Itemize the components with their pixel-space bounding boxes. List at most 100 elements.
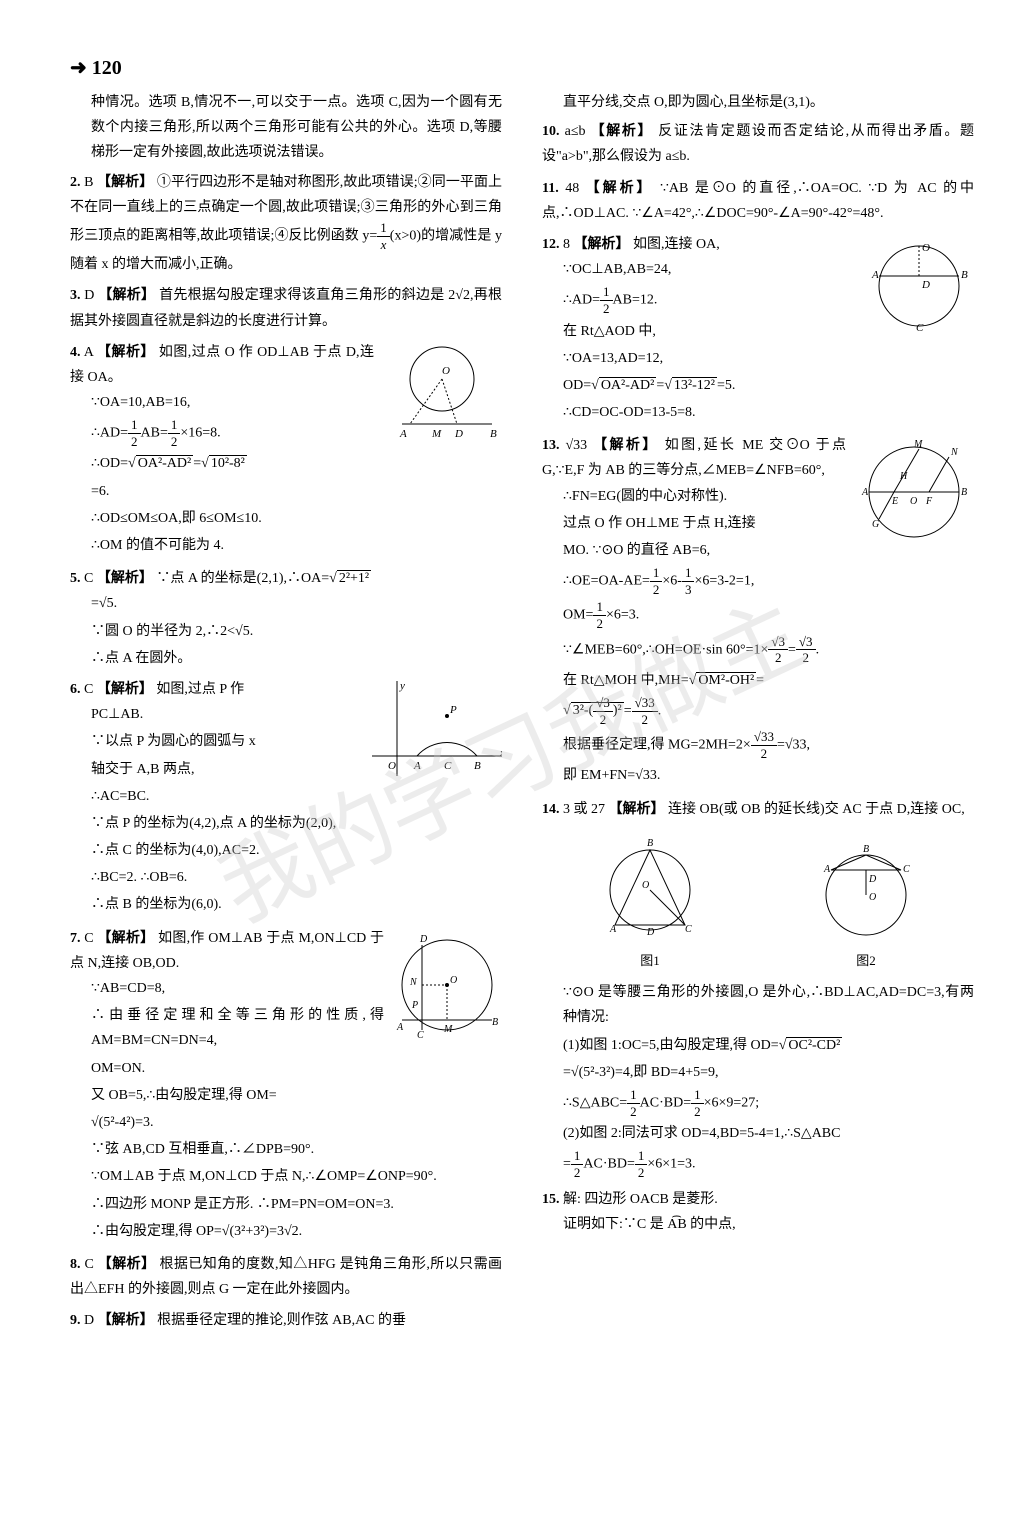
q12-diagram: O A D B C	[864, 236, 974, 331]
q8-label: 【解析】	[98, 1257, 156, 1272]
q12-f2a: ∴AD=	[563, 293, 600, 308]
sqrt-om-oh: OM²-OH²	[696, 672, 756, 688]
svg-text:A: A	[399, 428, 407, 440]
svg-text:M: M	[431, 428, 442, 440]
frac-1-x: 1x	[377, 220, 390, 252]
q5-answer: C	[84, 571, 93, 586]
sqrt-icon-3	[329, 571, 337, 586]
svg-text:N: N	[950, 447, 959, 458]
svg-text:C: C	[903, 864, 910, 875]
svg-text:P: P	[449, 704, 457, 716]
frac-half-6: 12	[627, 1087, 640, 1119]
q13-f4b: ×6-	[662, 574, 682, 589]
svg-text:D: D	[921, 279, 930, 291]
q7-diagram: D N P O A M B C	[392, 930, 502, 1040]
q15-number: 15.	[542, 1192, 560, 1207]
frac-half-5: 12	[593, 599, 606, 631]
svg-text:M: M	[913, 439, 923, 450]
svg-text:H: H	[899, 471, 908, 482]
q13-f9b: =√33,	[777, 737, 810, 752]
q9-number: 9.	[70, 1313, 81, 1328]
q6-line7: ∴BC=2. ∴OB=6.	[70, 865, 502, 890]
frac-third-1: 13	[682, 565, 695, 597]
frac-sqrt3-2b: √32	[796, 634, 816, 666]
q13-line4: ∴OE=OA-AE=12×6-13×6=3-2=1,	[542, 565, 974, 597]
q5-number: 5.	[70, 571, 81, 586]
svg-text:C: C	[417, 1030, 424, 1040]
q2-answer: B	[84, 175, 93, 190]
q13-line10: 即 EM+FN=√33.	[542, 763, 974, 788]
q13-f6b: =	[788, 642, 796, 657]
svg-text:B: B	[863, 844, 869, 855]
frac-sqrt33-2: √332	[632, 695, 658, 727]
sqrt-expr: 3²-(√32)²	[571, 702, 624, 718]
q13-line7: 在 Rt△MOH 中,MH= OM²-OH²=	[542, 668, 974, 693]
q4-f2a: ∴AD=	[91, 426, 128, 441]
q14-f6a: =	[563, 1157, 571, 1172]
q3-label: 【解析】	[98, 288, 155, 303]
q14-caption-2: 图2	[806, 949, 926, 972]
q6-line5: ∵点 P 的坐标为(4,2),点 A 的坐标为(2,0),	[70, 811, 502, 836]
question-12: O A D B C 12. 8 【解析】 如图,连接 OA, ∵OC⊥AB,AB…	[542, 232, 974, 427]
q14-line5: (2)如图 2:同法可求 OD=4,BD=5-4=1,∴S△ABC	[542, 1121, 974, 1146]
q13-diagram: M N A E O F B H G	[854, 437, 974, 547]
svg-text:O: O	[642, 880, 649, 891]
frac-sqrt33-2b: √332	[751, 729, 777, 761]
content-columns: 种情况。选项 B,情况不一,可以交于一点。选项 C,因为一个圆有无数个内接三角形…	[70, 90, 974, 1339]
right-column: 直平分线,交点 O,即为圆心,且坐标是(3,1)。 10. a≤b 【解析】 反…	[542, 90, 974, 1339]
question-11: 11. 48 【解析】 ∵AB 是⊙O 的直径,∴OA=OC. ∵D 为 AC …	[542, 176, 974, 226]
svg-text:A: A	[396, 1022, 404, 1033]
q14-line3: =√(5²-3²)=4,即 BD=4+5=9,	[542, 1060, 974, 1085]
frac-half-4: 12	[650, 565, 663, 597]
svg-text:y: y	[399, 681, 405, 692]
q12-number: 12.	[542, 237, 560, 252]
q7-answer: C	[84, 931, 93, 946]
q12-f5c: =5.	[717, 378, 735, 393]
q13-line8: 3²-(√32)²=√332.	[542, 695, 974, 727]
q6-diagram: x y P O A C B	[372, 681, 502, 781]
svg-text:G: G	[872, 519, 879, 530]
q6-line6: ∴点 C 的坐标为(4,0),AC=2.	[70, 838, 502, 863]
sqrt-icon-4	[591, 378, 599, 393]
q12-line5: OD=OA²-AD²=13²-12²=5.	[542, 373, 974, 398]
q13-f6c: .	[816, 642, 820, 657]
q11-label: 【解析】	[586, 181, 654, 196]
q14-f4b: AC·BD=	[640, 1095, 691, 1110]
svg-text:D: D	[419, 934, 428, 945]
svg-text:O: O	[910, 496, 917, 507]
q14-answer: 3 或 27	[563, 802, 605, 817]
q13-line6: ∵∠MEB=60°,∴OH=OE·sin 60°=1×√32=√32.	[542, 634, 974, 666]
q7-number: 7.	[70, 931, 81, 946]
q6-text: 如图,过点 P 作	[156, 682, 244, 697]
q14-number: 14.	[542, 802, 560, 817]
sqrt-13-12: 13²-12²	[672, 377, 717, 393]
q13-f7a: 在 Rt△MOH 中,MH=	[563, 673, 689, 688]
q8-answer: C	[84, 1257, 93, 1272]
q12-line6: ∴CD=OC-OD=13-5=8.	[542, 400, 974, 425]
q7-line3: OM=ON.	[70, 1056, 502, 1081]
q14-line6: =12AC·BD=12×6×1=3.	[542, 1148, 974, 1180]
q14-label: 【解析】	[609, 802, 665, 817]
q13-text: 如图,延长 ME 交⊙O 于点 G,∵E,F 为 AB 的三等分点,∠MEB=∠…	[542, 438, 846, 478]
q12-answer: 8	[563, 237, 570, 252]
q4-line5: ∴OD≤OM≤OA,即 6≤OM≤10.	[70, 506, 502, 531]
q14-diagram-2: B A D C O	[806, 830, 926, 940]
q7-line9: ∴由勾股定理,得 OP=√(3²+3²)=3√2.	[70, 1219, 502, 1244]
q5-line3: ∴点 A 在圆外。	[70, 646, 502, 671]
svg-text:A: A	[609, 924, 617, 935]
q14-f4c: ×6×9=27;	[704, 1095, 760, 1110]
q5-text: ∵点 A 的坐标是(2,1),∴OA=	[156, 571, 329, 586]
frac-half-1: 12	[128, 417, 141, 449]
svg-text:A: A	[413, 760, 421, 772]
q3-number: 3.	[70, 288, 81, 303]
svg-text:O: O	[922, 242, 930, 254]
svg-text:N: N	[409, 977, 418, 988]
q8-number: 8.	[70, 1257, 81, 1272]
q13-f7b: =	[756, 673, 764, 688]
svg-text:M: M	[443, 1024, 453, 1035]
q14-f6b: AC·BD=	[583, 1157, 634, 1172]
q13-line5: OM=12×6=3.	[542, 599, 974, 631]
q13-f6a: ∵∠MEB=60°,∴OH=OE·sin 60°=1×	[563, 642, 768, 657]
q13-label: 【解析】	[593, 438, 659, 453]
svg-text:O: O	[450, 975, 457, 986]
